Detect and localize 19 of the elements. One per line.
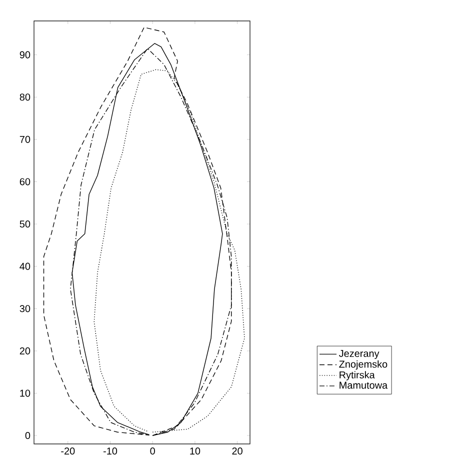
- y-tick-label: 30: [20, 305, 30, 312]
- y-tick-label: 40: [20, 262, 30, 270]
- y-tick-label: 0: [25, 432, 30, 440]
- y-tick-label: 70: [20, 136, 30, 143]
- x-tick-label: -20: [61, 448, 75, 455]
- legend-label: Jezerany: [339, 350, 380, 359]
- x-tick-label: -10: [103, 448, 118, 455]
- y-tick-label: 50: [20, 220, 30, 228]
- x-tick-label: 0: [150, 448, 155, 455]
- legend-label: Znojemsko: [339, 360, 388, 370]
- legend-label: Mamutowa: [340, 382, 388, 389]
- x-tick-label: 20: [232, 448, 242, 455]
- y-tick-label: 60: [20, 178, 30, 186]
- x-tick-label: 10: [190, 448, 200, 455]
- y-tick-label: 20: [20, 347, 30, 354]
- legend-label: Rytirska: [340, 371, 375, 380]
- y-tick-label: 10: [20, 390, 30, 397]
- y-tick-label: 90: [20, 51, 30, 58]
- y-tick-label: 80: [20, 94, 30, 101]
